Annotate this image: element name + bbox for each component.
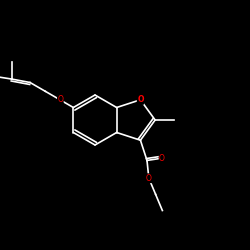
- Text: O: O: [137, 95, 144, 104]
- Text: O: O: [159, 154, 165, 163]
- Text: O: O: [58, 96, 63, 104]
- Text: O: O: [146, 174, 152, 183]
